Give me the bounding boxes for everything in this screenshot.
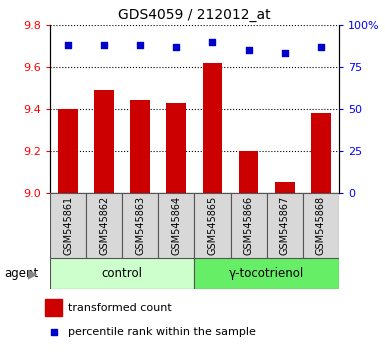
- Bar: [166, 103, 186, 193]
- Bar: [50, 258, 194, 289]
- Text: GSM545864: GSM545864: [171, 196, 181, 255]
- Text: GSM545862: GSM545862: [99, 196, 109, 255]
- Text: GSM545867: GSM545867: [280, 196, 290, 255]
- Bar: [194, 193, 231, 258]
- Point: [173, 44, 179, 50]
- Text: γ-tocotrienol: γ-tocotrienol: [229, 267, 304, 280]
- Bar: [231, 193, 266, 258]
- Bar: [86, 193, 122, 258]
- Bar: [158, 193, 194, 258]
- Bar: [203, 63, 223, 193]
- Text: control: control: [102, 267, 143, 280]
- Text: GSM545866: GSM545866: [244, 196, 254, 255]
- Text: GSM545868: GSM545868: [316, 196, 326, 255]
- Point: [209, 39, 216, 45]
- Bar: [131, 101, 150, 193]
- Bar: [311, 113, 331, 193]
- Point: [318, 44, 324, 50]
- Text: GSM545863: GSM545863: [135, 196, 145, 255]
- Bar: [45, 299, 62, 316]
- Bar: [94, 90, 114, 193]
- Bar: [194, 258, 339, 289]
- Text: agent: agent: [4, 267, 38, 280]
- Bar: [303, 193, 339, 258]
- Point: [65, 42, 71, 48]
- Title: GDS4059 / 212012_at: GDS4059 / 212012_at: [118, 8, 271, 22]
- Point: [101, 42, 107, 48]
- Bar: [122, 193, 158, 258]
- Text: percentile rank within the sample: percentile rank within the sample: [68, 327, 256, 337]
- Bar: [58, 109, 78, 193]
- Bar: [266, 193, 303, 258]
- Point: [281, 51, 288, 56]
- Point: [50, 330, 57, 335]
- Text: GSM545861: GSM545861: [63, 196, 73, 255]
- Text: GSM545865: GSM545865: [208, 196, 218, 255]
- Point: [137, 42, 143, 48]
- Bar: [275, 182, 295, 193]
- Text: transformed count: transformed count: [68, 303, 172, 313]
- Bar: [239, 151, 258, 193]
- Point: [246, 47, 252, 53]
- Bar: [50, 193, 86, 258]
- Text: ▶: ▶: [28, 267, 38, 280]
